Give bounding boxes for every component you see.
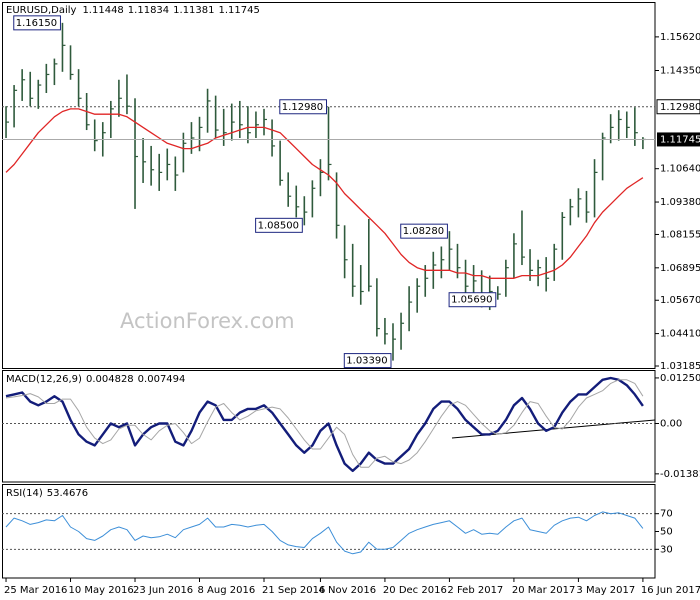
rsi-value: 53.4676 bbox=[47, 488, 88, 499]
header-high: 1.11834 bbox=[128, 5, 169, 16]
y-tick-label: 1.15620 bbox=[660, 32, 700, 43]
x-tick-label: 4 Nov 2016 bbox=[318, 585, 376, 596]
price-header: EURUSD,Daily 1.11448 1.11834 1.11381 1.11745 bbox=[6, 5, 260, 16]
header-low: 1.11381 bbox=[173, 5, 214, 16]
x-tick-label: 20 Mar 2017 bbox=[512, 585, 575, 596]
y-tick-label: 1.04410 bbox=[660, 329, 700, 340]
x-tick-label: 3 May 2017 bbox=[576, 585, 635, 596]
y-tick-label: 1.09380 bbox=[660, 197, 700, 208]
y-tick-label: 1.08155 bbox=[660, 229, 700, 240]
last-price-box bbox=[657, 132, 700, 147]
y-tick-label: 50 bbox=[660, 527, 673, 538]
annotation-label: 1.08280 bbox=[403, 226, 444, 237]
annotation-label: 1.05690 bbox=[451, 295, 492, 306]
x-tick-label: 20 Dec 2016 bbox=[383, 585, 447, 596]
y-tick-label: 1.14350 bbox=[660, 65, 700, 76]
macd-title: MACD(12,26,9) bbox=[6, 374, 82, 385]
x-tick-label: 10 May 2016 bbox=[69, 585, 134, 596]
macd-signal-value: 0.007494 bbox=[138, 374, 186, 385]
header-open: 1.11448 bbox=[82, 5, 123, 16]
y-tick-label: 30 bbox=[660, 544, 673, 555]
series-line bbox=[5, 379, 644, 468]
x-tick-label: 25 Mar 2016 bbox=[4, 585, 67, 596]
annotation-box bbox=[400, 223, 448, 239]
rsi-title: RSI(14) bbox=[6, 488, 43, 499]
symbol: EURUSD,Daily bbox=[6, 5, 77, 16]
price-frame bbox=[2, 2, 656, 369]
x-tick-label: 23 Jun 2016 bbox=[133, 585, 193, 596]
annotation-box bbox=[13, 15, 61, 31]
level-label: 1.12980 bbox=[660, 102, 700, 113]
y-tick-label: 1.05670 bbox=[660, 295, 700, 306]
y-tick-label: 1.03185 bbox=[660, 361, 700, 372]
y-tick-label: 0.00 bbox=[660, 419, 682, 430]
annotation-label: 1.08500 bbox=[258, 220, 299, 231]
level-label-box bbox=[656, 99, 700, 115]
series-line bbox=[5, 376, 644, 473]
y-tick-label: 1.10640 bbox=[660, 164, 700, 175]
macd-main-value: 0.004828 bbox=[86, 374, 134, 385]
y-tick-label: 70 bbox=[660, 509, 673, 520]
x-tick-label: 21 Sep 2016 bbox=[262, 585, 325, 596]
x-tick-label: 2 Feb 2017 bbox=[447, 585, 503, 596]
annotation-box bbox=[343, 353, 392, 369]
series-line bbox=[5, 511, 644, 555]
annotation-box bbox=[279, 99, 327, 115]
y-tick-label: 1.06895 bbox=[660, 263, 700, 274]
annotation-label: 1.03390 bbox=[346, 356, 387, 367]
x-tick-label: 8 Aug 2016 bbox=[198, 585, 256, 596]
rsi-header: RSI(14) 53.4676 bbox=[6, 488, 88, 499]
watermark: ActionForex.com bbox=[120, 309, 295, 333]
last-price-label: 1.11745 bbox=[660, 134, 700, 145]
x-tick-label: 16 Jun 2017 bbox=[641, 585, 700, 596]
macd-header: MACD(12,26,9) 0.004828 0.007494 bbox=[6, 374, 185, 385]
header-close: 1.11745 bbox=[219, 5, 260, 16]
y-tick-label: -0.013813 bbox=[660, 469, 700, 480]
annotation-box bbox=[448, 292, 497, 308]
annotation-label: 1.16150 bbox=[16, 18, 57, 29]
macd-frame bbox=[2, 370, 656, 483]
y-tick-label: 0.012509 bbox=[660, 373, 700, 384]
annotation-label: 1.12980 bbox=[282, 102, 323, 113]
series-line bbox=[5, 108, 644, 279]
annotation-box bbox=[255, 217, 303, 233]
